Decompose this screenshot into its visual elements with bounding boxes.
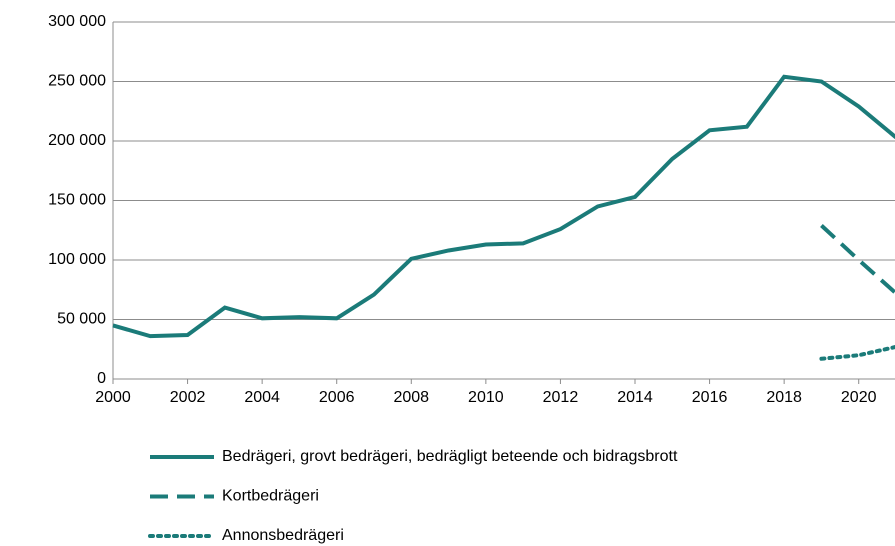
legend-label: Annonsbedrägeri bbox=[222, 527, 344, 544]
y-tick-label: 0 bbox=[97, 370, 106, 387]
x-tick-label: 2016 bbox=[692, 389, 728, 406]
x-tick-label: 2000 bbox=[95, 389, 131, 406]
y-tick-label: 300 000 bbox=[48, 13, 106, 30]
x-tick-label: 2008 bbox=[393, 389, 429, 406]
y-tick-label: 100 000 bbox=[48, 251, 106, 268]
legend-label: Bedrägeri, grovt bedrägeri, bedrägligt b… bbox=[222, 448, 678, 465]
x-tick-label: 2010 bbox=[468, 389, 504, 406]
y-tick-label: 200 000 bbox=[48, 132, 106, 149]
x-tick-label: 2018 bbox=[766, 389, 802, 406]
x-tick-label: 2004 bbox=[244, 389, 280, 406]
legend-label: Kortbedrägeri bbox=[222, 488, 319, 505]
x-tick-label: 2006 bbox=[319, 389, 355, 406]
series-line bbox=[819, 345, 895, 361]
y-tick-label: 250 000 bbox=[48, 73, 106, 90]
series-line bbox=[820, 224, 895, 295]
x-tick-label: 2012 bbox=[543, 389, 579, 406]
y-tick-label: 150 000 bbox=[48, 192, 106, 209]
series-line bbox=[112, 74, 895, 339]
x-tick-label: 2002 bbox=[170, 389, 206, 406]
y-tick-label: 50 000 bbox=[57, 311, 106, 328]
x-tick-label: 2014 bbox=[617, 389, 653, 406]
x-tick-label: 2020 bbox=[841, 389, 877, 406]
